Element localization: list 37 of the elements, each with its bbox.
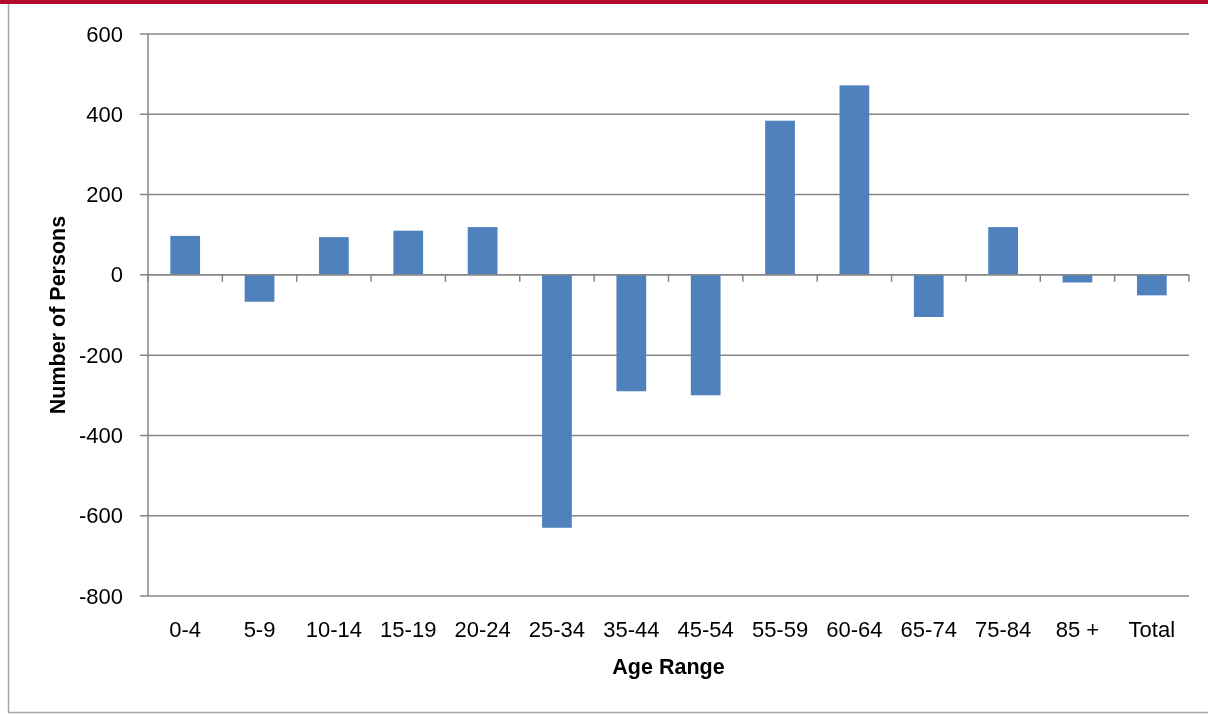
y-tick-label: 600 [86, 21, 123, 47]
x-tick-label: 60-64 [826, 616, 883, 642]
bar [988, 227, 1018, 275]
x-tick-label: 75-84 [974, 616, 1032, 642]
y-tick-label: -200 [78, 342, 123, 368]
y-tick-label: 400 [86, 101, 123, 127]
x-tick-label: 35-44 [603, 616, 660, 642]
x-tick-label: 10-14 [305, 616, 363, 642]
x-tick-label: Total [1128, 616, 1176, 642]
x-tick-label: 65-74 [900, 616, 957, 642]
bar [393, 230, 424, 275]
bar [765, 120, 795, 275]
x-tick-label: 85 + [1055, 616, 1100, 642]
x-tick-label: 5-9 [243, 616, 276, 642]
y-axis-title: Number of Persons [46, 215, 70, 415]
y-tick-label: 200 [86, 182, 123, 208]
x-tick-label: 45-54 [677, 616, 734, 642]
bar [542, 274, 572, 528]
bar [467, 227, 498, 275]
bar [690, 274, 721, 396]
bar [839, 85, 870, 275]
x-tick-label: 20-24 [454, 616, 511, 642]
y-tick-label: 0 [110, 262, 123, 288]
x-tick-label: 0-4 [169, 616, 202, 642]
y-tick-label: -800 [78, 583, 123, 609]
y-tick-label: -400 [78, 422, 123, 448]
x-tick-label: 55-59 [751, 616, 809, 642]
bar [319, 237, 349, 275]
x-tick-label: 25-34 [528, 616, 586, 642]
bar [1136, 274, 1167, 296]
x-tick-label: 15-19 [380, 616, 437, 642]
y-tick-label: -600 [78, 503, 123, 529]
x-axis-title: Age Range [612, 655, 725, 679]
bar [244, 274, 275, 302]
bar [616, 274, 647, 392]
bar [913, 274, 944, 318]
bar [170, 235, 201, 275]
